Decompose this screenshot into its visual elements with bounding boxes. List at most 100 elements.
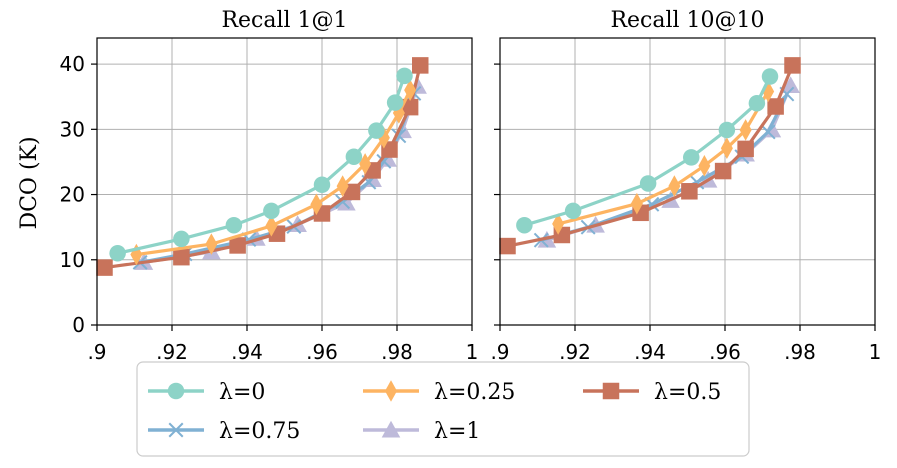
- data-point: [781, 76, 800, 94]
- grid: [499, 38, 876, 326]
- y-tick-label: 40: [60, 52, 85, 76]
- data-point: [337, 193, 356, 211]
- legend-marker: [168, 422, 184, 438]
- series-λ=0: [516, 68, 779, 234]
- legend-box: [136, 361, 750, 457]
- x-tick-label: .9: [87, 340, 106, 364]
- x-axis: .9 .92 .94 .96 .98 1: [87, 325, 478, 364]
- x-tick-label: .94: [231, 340, 263, 364]
- data-point: [681, 183, 698, 200]
- data-point: [343, 183, 361, 201]
- series-λ=0.5: [499, 57, 801, 255]
- data-point: [737, 140, 754, 158]
- data-point: [639, 175, 657, 192]
- series-layer: [499, 57, 801, 255]
- data-point: [760, 124, 776, 140]
- data-point: [683, 149, 700, 166]
- data-point: [412, 57, 429, 74]
- data-point: [359, 153, 372, 175]
- data-point: [265, 215, 278, 237]
- y-tick-label: 10: [60, 248, 85, 272]
- y-tick-label: 20: [60, 183, 85, 207]
- data-point: [516, 216, 533, 234]
- panel-2: .9 .92 .94 .96 .98 1 Recall 10@10: [490, 8, 881, 364]
- x-tick-label: .9: [490, 340, 509, 364]
- data-point: [784, 57, 801, 74]
- data-point: [404, 79, 417, 101]
- legend-label: λ=0.75: [219, 419, 300, 444]
- data-point: [229, 237, 246, 254]
- data-point: [718, 121, 736, 139]
- series-layer: [96, 57, 429, 276]
- x-tick-label: .94: [634, 340, 666, 364]
- legend-marker: [602, 382, 620, 400]
- data-point: [109, 245, 126, 262]
- data-point: [130, 243, 143, 266]
- data-point: [396, 67, 413, 85]
- legend-entry: λ=0.75: [148, 419, 300, 444]
- data-point: [173, 248, 190, 266]
- legend-entry: λ=0.25: [363, 380, 515, 405]
- x-axis: .9 .92 .94 .96 .98 1: [490, 325, 881, 364]
- y-axis-label: DCO (K): [17, 136, 42, 229]
- y-axis: [494, 63, 500, 326]
- y-axis: 0 10 20 30 40: [60, 52, 97, 337]
- data-point: [263, 202, 280, 220]
- data-point: [720, 137, 733, 160]
- data-point: [761, 68, 779, 85]
- data-point: [386, 94, 404, 111]
- data-point: [552, 213, 565, 235]
- x-tick-label: .96: [709, 340, 741, 364]
- legend-label: λ=0.25: [434, 380, 515, 405]
- axes-frame: [499, 37, 876, 326]
- x-tick-label: .98: [381, 340, 413, 364]
- panel-title: Recall 1@1: [221, 8, 347, 33]
- data-point: [698, 155, 711, 177]
- data-point: [173, 230, 190, 248]
- data-point: [368, 122, 385, 139]
- y-tick-label: 0: [72, 313, 85, 337]
- x-tick-label: 1: [466, 340, 479, 364]
- legend-entry: λ=0.5: [583, 380, 721, 405]
- x-tick-label: .92: [156, 340, 188, 364]
- legend-marker: [381, 420, 401, 438]
- data-point: [96, 259, 113, 276]
- data-point: [630, 192, 643, 215]
- series-λ=0: [109, 67, 413, 262]
- x-tick-label: .98: [784, 340, 816, 364]
- legend-label: λ=1: [434, 419, 480, 444]
- data-point: [748, 94, 766, 112]
- series-line: [523, 75, 772, 227]
- series-λ=0.25: [552, 80, 775, 235]
- data-point: [345, 148, 363, 165]
- legend-marker: [385, 380, 397, 402]
- legend: λ=0 λ=0.25 λ=0.5 λ=0.75 λ=1: [136, 361, 750, 457]
- data-point: [205, 233, 218, 255]
- legend-marker: [167, 382, 185, 400]
- data-point: [225, 216, 243, 234]
- data-point: [499, 237, 516, 255]
- axes-frame: [96, 37, 473, 326]
- data-point: [310, 193, 323, 216]
- legend-entry: λ=0: [148, 380, 265, 405]
- legend-label: λ=0.5: [654, 380, 721, 405]
- data-point: [401, 98, 419, 116]
- data-point: [336, 175, 349, 197]
- legend-label: λ=0: [219, 380, 265, 405]
- data-point: [668, 175, 681, 197]
- y-tick-label: 30: [60, 117, 85, 141]
- data-point: [564, 202, 582, 220]
- x-tick-label: .96: [306, 340, 338, 364]
- data-point: [313, 176, 331, 194]
- data-point: [714, 162, 732, 180]
- panel-title: Recall 10@10: [610, 8, 764, 33]
- data-point: [767, 98, 784, 115]
- data-point: [739, 119, 752, 141]
- x-tick-label: .92: [559, 340, 591, 364]
- legend-entry: λ=1: [363, 419, 480, 444]
- x-tick-label: 1: [869, 340, 882, 364]
